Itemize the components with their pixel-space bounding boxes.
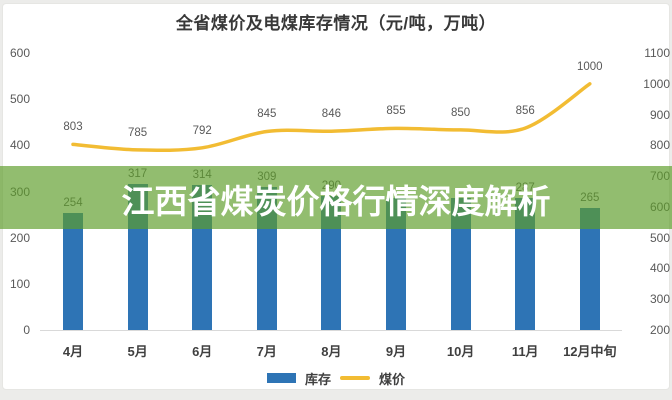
inventory-bar xyxy=(450,198,471,330)
legend-line-swatch xyxy=(340,376,370,380)
left-axis-tick: 500 xyxy=(9,92,30,107)
price-line-label: 792 xyxy=(192,124,212,137)
right-axis-tick: 900 xyxy=(649,107,670,122)
headline-banner: 江西省煤炭价格行情深度解析 xyxy=(0,166,672,229)
price-line-label: 855 xyxy=(386,105,406,118)
x-axis-label: 6月 xyxy=(192,344,213,359)
x-axis-label: 7月 xyxy=(256,344,277,359)
headline-banner-text: 江西省煤炭价格行情深度解析 xyxy=(121,182,551,220)
inventory-bar xyxy=(386,198,406,330)
left-axis-tick: 0 xyxy=(23,323,30,337)
legend: 库存 煤价 xyxy=(0,369,672,387)
right-axis-tick: 500 xyxy=(649,230,670,245)
price-line-label: 846 xyxy=(321,108,341,121)
price-line-label: 803 xyxy=(63,121,83,134)
x-axis-label: 5月 xyxy=(127,344,148,359)
x-axis-label: 8月 xyxy=(321,344,342,359)
x-axis-label: 4月 xyxy=(62,344,84,359)
price-line-label: 845 xyxy=(257,108,277,121)
inventory-bar xyxy=(515,197,536,330)
right-axis-tick: 800 xyxy=(649,138,670,153)
chart-title: 全省煤价及电煤库存情况（元/吨，万吨） xyxy=(175,14,497,33)
left-axis-tick: 600 xyxy=(9,46,30,60)
x-axis-label: 12月中旬 xyxy=(563,344,617,359)
x-axis-label: 11月 xyxy=(511,344,539,359)
right-axis-tick: 300 xyxy=(649,292,670,307)
left-axis-tick: 400 xyxy=(9,138,30,153)
price-line-label: 1000 xyxy=(577,60,603,73)
legend-bar-swatch xyxy=(266,373,296,383)
inventory-bar xyxy=(321,196,342,330)
right-axis-tick: 1000 xyxy=(643,76,670,91)
legend-label: 煤价 xyxy=(379,371,406,387)
right-axis-tick: 1100 xyxy=(644,46,670,60)
right-axis-tick: 200 xyxy=(649,323,670,337)
right-axis-tick: 400 xyxy=(649,261,670,276)
left-axis-tick: 200 xyxy=(9,230,30,245)
legend-label: 库存 xyxy=(304,371,331,387)
x-axis-line xyxy=(40,330,622,331)
inventory-bar xyxy=(63,212,83,330)
price-line-label: 856 xyxy=(515,105,535,118)
inventory-bar xyxy=(579,207,600,330)
left-axis-tick: 100 xyxy=(9,276,30,291)
x-axis-label: 10月 xyxy=(446,344,475,359)
price-line-label: 850 xyxy=(451,106,471,119)
x-axis-label: 9月 xyxy=(385,344,407,359)
price-line-label: 785 xyxy=(128,126,148,139)
